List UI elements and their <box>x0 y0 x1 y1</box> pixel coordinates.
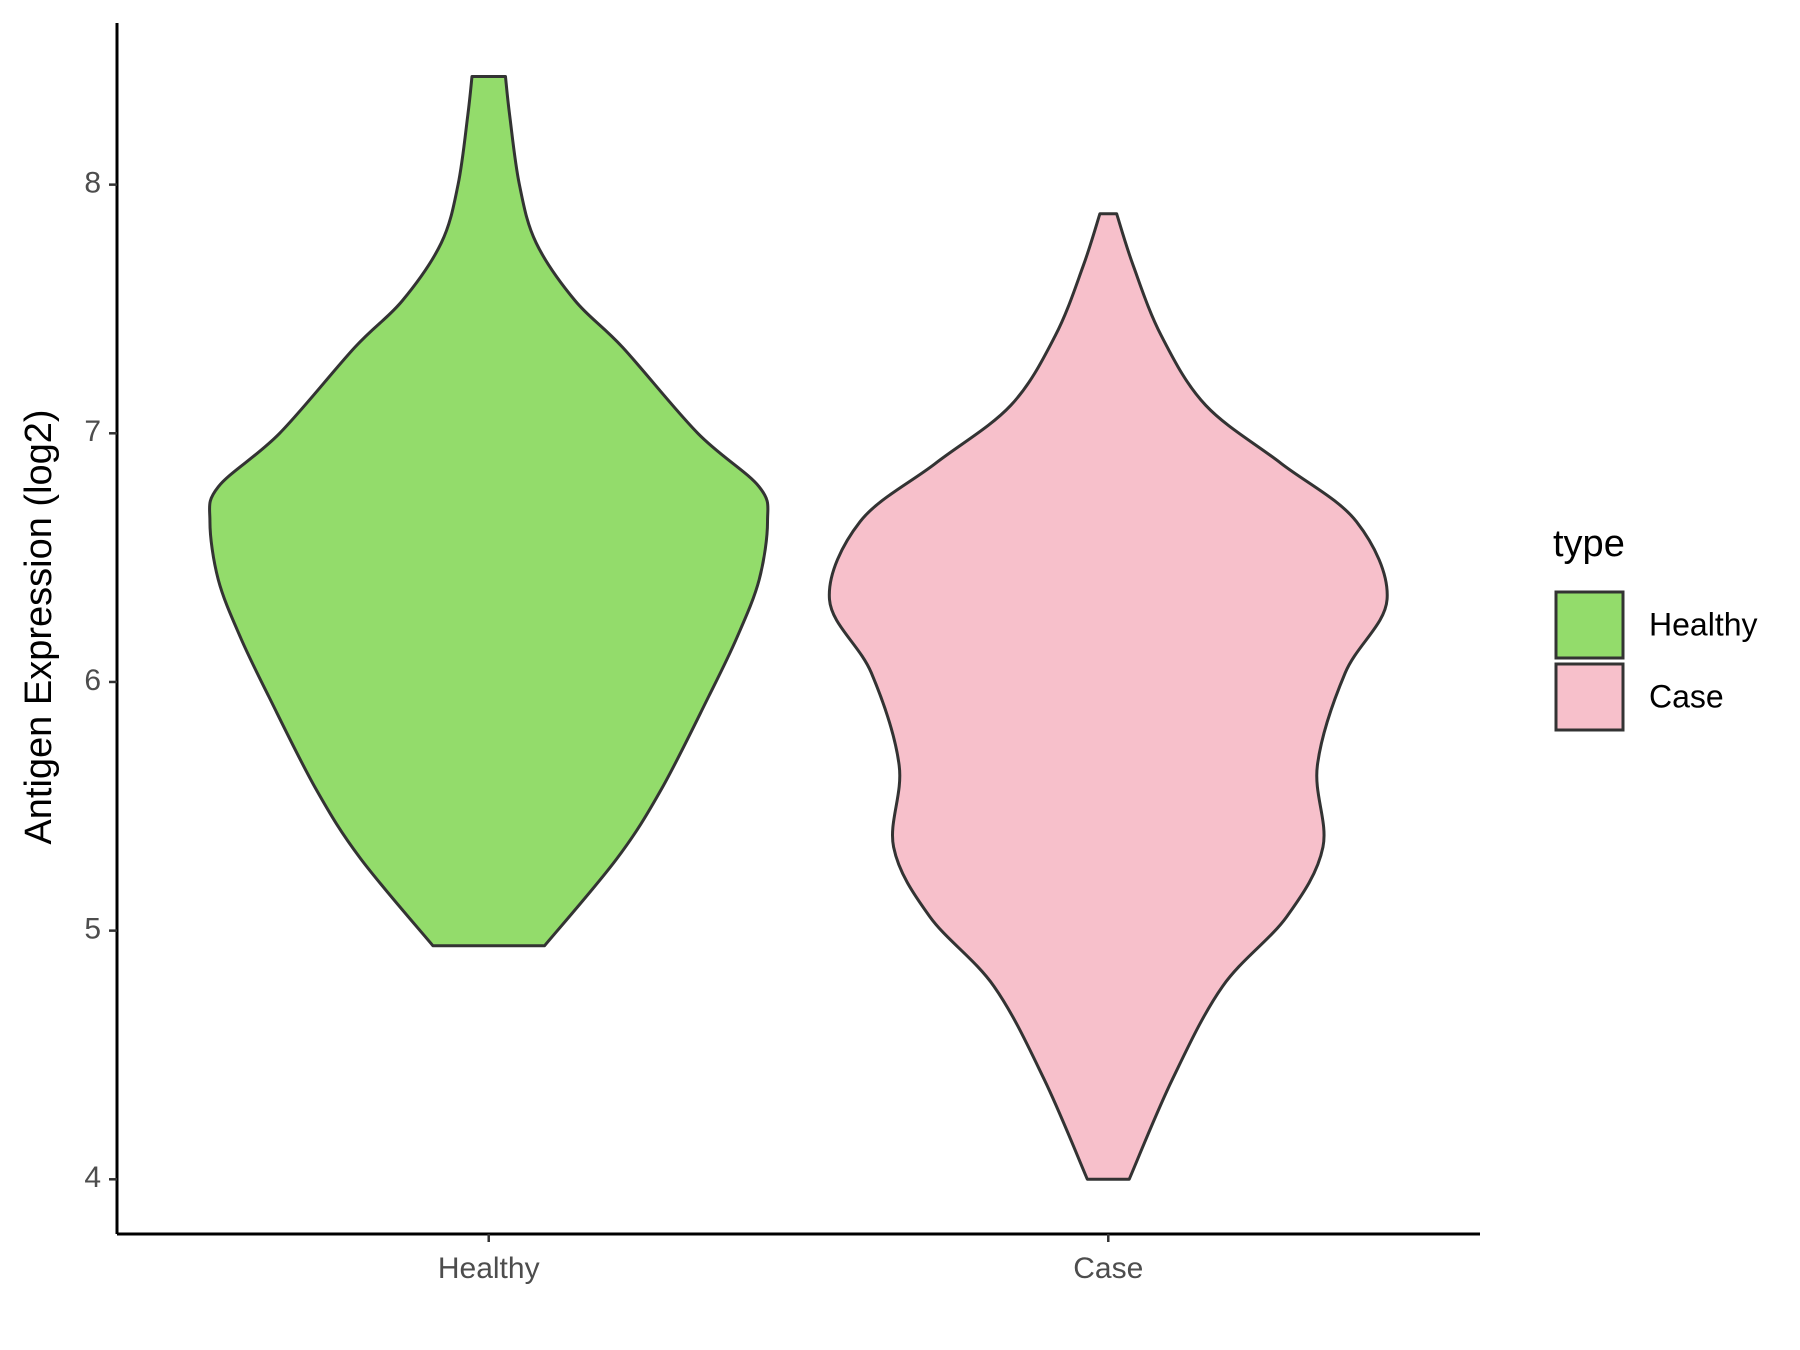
legend-key <box>1554 662 1625 732</box>
y-tick-label: 5 <box>84 913 101 946</box>
y-axis-title: Antigen Expression (log2) <box>18 409 60 844</box>
y-tick-label: 6 <box>84 664 101 697</box>
x-tick-label: Healthy <box>438 1252 540 1285</box>
x-tick-label: Case <box>1073 1252 1143 1285</box>
violin <box>827 212 1389 1181</box>
legend-title: type <box>1553 523 1625 565</box>
y-tick-label: 7 <box>84 415 101 448</box>
legend-key <box>1554 590 1625 660</box>
legend-label: Case <box>1649 678 1724 714</box>
violin <box>208 74 770 948</box>
legend-label: Healthy <box>1649 606 1758 642</box>
y-tick-label: 8 <box>84 167 101 200</box>
y-tick-label: 4 <box>84 1161 101 1194</box>
